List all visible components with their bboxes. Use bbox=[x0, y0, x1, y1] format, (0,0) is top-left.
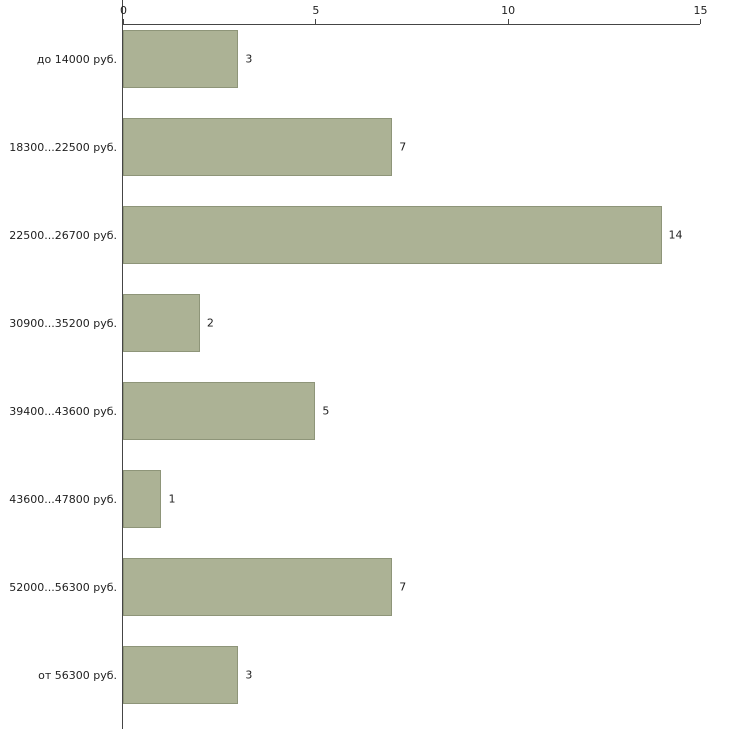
x-axis-tick: 5 bbox=[312, 4, 319, 24]
bar-area: 14 bbox=[122, 201, 700, 289]
category-label: от 56300 руб. bbox=[38, 668, 117, 682]
category-label: до 14000 руб. bbox=[36, 52, 117, 66]
chart-row: до 14000 руб. 3 bbox=[0, 25, 730, 113]
chart-row: от 56300 руб. 3 bbox=[0, 641, 730, 729]
x-axis-tick-label: 15 bbox=[693, 4, 708, 17]
bar-area: 1 bbox=[122, 465, 700, 553]
category-label: 52000...56300 руб. bbox=[9, 580, 117, 594]
value-label: 7 bbox=[399, 140, 407, 154]
x-axis-tick: 0 bbox=[120, 4, 127, 24]
value-label: 3 bbox=[245, 668, 253, 682]
bar bbox=[123, 382, 316, 440]
bar-area: 7 bbox=[122, 553, 700, 641]
bar-area: 5 bbox=[122, 377, 700, 465]
bar bbox=[123, 558, 393, 616]
x-axis: 0 5 10 15 bbox=[120, 0, 708, 25]
bar-area: 2 bbox=[122, 289, 700, 377]
bar-area: 7 bbox=[122, 113, 700, 201]
bar bbox=[123, 294, 200, 352]
x-axis-tick: 10 bbox=[501, 4, 515, 24]
category-label: 22500...26700 руб. bbox=[9, 228, 117, 242]
x-axis-row: 0 5 10 15 bbox=[0, 0, 730, 25]
value-label: 7 bbox=[399, 580, 407, 594]
chart-row: 43600...47800 руб. 1 bbox=[0, 465, 730, 553]
chart-row: 52000...56300 руб. 7 bbox=[0, 553, 730, 641]
category-label: 30900...35200 руб. bbox=[9, 316, 117, 330]
chart-row: 22500...26700 руб. 14 bbox=[0, 201, 730, 289]
chart-plot-area: до 14000 руб. 3 18300...22500 руб. 7 22500..… bbox=[0, 25, 730, 729]
x-axis-tick-label: 5 bbox=[312, 4, 320, 17]
chart-row: 30900...35200 руб. 2 bbox=[0, 289, 730, 377]
value-label: 1 bbox=[168, 492, 176, 506]
bar-area: 3 bbox=[122, 641, 700, 729]
bar bbox=[123, 206, 662, 264]
value-label: 3 bbox=[245, 52, 253, 66]
chart-row: 18300...22500 руб. 7 bbox=[0, 113, 730, 201]
category-label: 39400...43600 руб. bbox=[9, 404, 117, 418]
bar bbox=[123, 646, 239, 704]
value-label: 14 bbox=[668, 228, 683, 242]
chart-row: 39400...43600 руб. 5 bbox=[0, 377, 730, 465]
x-axis-tick: 15 bbox=[694, 4, 708, 24]
value-label: 5 bbox=[322, 404, 330, 418]
bar-area: 3 bbox=[122, 25, 700, 113]
value-label: 2 bbox=[206, 316, 214, 330]
bar bbox=[123, 30, 239, 88]
x-axis-tick-label: 0 bbox=[120, 4, 127, 17]
bar bbox=[123, 118, 393, 176]
x-axis-tick-label: 10 bbox=[501, 4, 516, 17]
bar bbox=[123, 470, 162, 528]
category-label: 43600...47800 руб. bbox=[9, 492, 117, 506]
label-gutter bbox=[0, 0, 122, 25]
category-label: 18300...22500 руб. bbox=[9, 140, 117, 154]
